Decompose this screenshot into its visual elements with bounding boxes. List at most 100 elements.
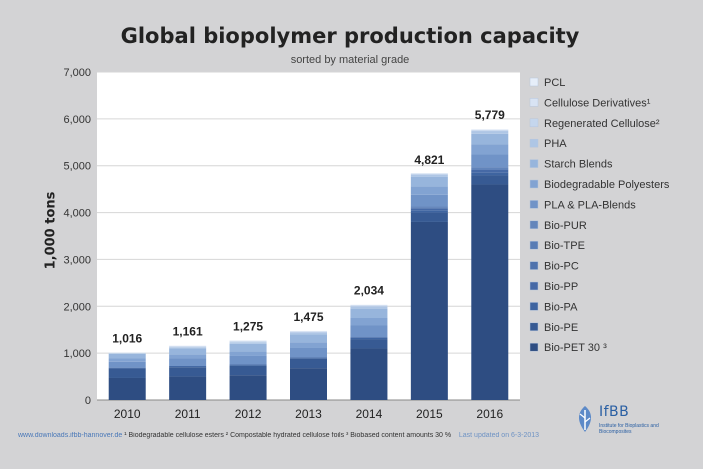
ifbb-logo: IfBB Institute for Bioplastics and Bioco…	[572, 402, 692, 438]
legend-item: PCL	[544, 77, 565, 89]
bar-segment	[290, 342, 327, 348]
bar-segment	[108, 368, 146, 378]
x-tick-label: 2012	[235, 407, 262, 421]
bar-segment	[471, 184, 509, 400]
x-tick-label: 2011	[175, 407, 201, 421]
bar-segment	[350, 308, 388, 318]
bar-segment	[229, 364, 267, 366]
legend-item: Cellulose Derivatives¹	[544, 97, 651, 109]
legend-swatch	[529, 281, 539, 291]
bar-segment	[471, 172, 509, 176]
bar-segment	[290, 357, 327, 359]
legend-item: PHA	[544, 138, 567, 150]
bar-segment	[350, 318, 388, 326]
bar-segment	[169, 366, 207, 368]
bar-segment	[471, 130, 509, 132]
bar-segment	[410, 174, 448, 177]
legend-swatch	[529, 200, 539, 209]
legend-swatch	[529, 322, 539, 332]
legend-swatch	[529, 118, 539, 128]
legend-swatch	[529, 179, 539, 189]
bar-segment	[471, 167, 509, 169]
logo-subtitle: Institute for Bioplastics and Biocomposi…	[599, 423, 659, 435]
bar-segment	[471, 144, 509, 155]
bar-segment	[229, 351, 267, 356]
bar-segment	[108, 353, 146, 359]
bar-segment	[229, 343, 267, 352]
y-tick-label: 0	[85, 395, 91, 407]
legend-item: Bio-PE	[544, 322, 578, 334]
legend-swatch	[529, 302, 539, 311]
leaf-icon	[578, 406, 592, 432]
legend-item: Bio-PA	[544, 301, 578, 313]
bar-segment	[410, 210, 448, 213]
legend-swatch	[529, 98, 539, 107]
bar-segment	[108, 377, 146, 400]
bar-segment	[350, 337, 388, 340]
bar-segment	[410, 207, 448, 209]
legend: PCL Cellulose Derivatives¹ Regenerated Cel…	[529, 77, 670, 354]
y-tick-label: 6,000	[63, 114, 91, 126]
legend-swatch	[529, 159, 539, 168]
last-updated: Last updated on 6-3-2013	[458, 432, 540, 439]
bar-segment	[108, 358, 146, 362]
y-tick-label: 4,000	[63, 208, 91, 220]
total-label: 5,779	[475, 108, 505, 122]
x-tick-label: 2014	[356, 407, 383, 421]
bar-segment	[290, 347, 327, 358]
legend-swatch	[529, 261, 539, 270]
bar-segment	[471, 131, 509, 134]
bar-segment	[350, 339, 388, 349]
legend-item: Starch Blends	[544, 159, 613, 171]
bar-segment	[290, 358, 327, 369]
bar-segment	[229, 341, 267, 343]
total-label: 1,016	[112, 331, 142, 345]
bar-segment	[229, 375, 267, 400]
bar-segment	[471, 175, 509, 185]
x-tick-label: 2015	[416, 407, 443, 421]
legend-swatch	[529, 77, 539, 87]
y-tick-label: 1,000	[63, 348, 91, 360]
bar-total-labels: 1,016 1,161 1,275 1,475 2,034 4,821 5,779	[112, 108, 505, 345]
bar-segment	[169, 376, 207, 400]
bar-segment	[410, 173, 448, 175]
total-label: 1,475	[293, 310, 323, 324]
bar-segment	[169, 346, 207, 348]
y-tick-labels: 0 1,000 2,000 3,000 4,000 5,000 6,000 7,000	[63, 67, 91, 407]
bar-segment	[169, 348, 207, 355]
footer-footnotes: ¹ Biodegradable cellulose esters ² Compo…	[122, 432, 452, 439]
legend-swatch	[529, 342, 539, 352]
total-label: 1,161	[173, 325, 203, 339]
bar-segment	[471, 169, 509, 173]
bar-segment	[169, 354, 207, 359]
x-tick-labels: 2010 2011 2012 2013 2014 2015 2016	[114, 407, 504, 421]
legend-item: PLA & PLA-Blends	[544, 199, 636, 211]
legend-swatch	[529, 220, 539, 230]
total-label: 1,275	[233, 319, 263, 333]
legend-item: Bio-PP	[544, 281, 578, 293]
bar-segment	[290, 331, 327, 333]
bar-segment	[290, 332, 327, 335]
legend-item: Biodegradable Polyesters	[544, 179, 670, 191]
bar-segment	[410, 186, 448, 195]
bar-segment	[410, 208, 448, 211]
legend-swatch	[529, 240, 539, 250]
bar-segment	[350, 348, 388, 400]
chart-subtitle: sorted by material grade	[290, 54, 410, 66]
total-label: 4,821	[414, 153, 444, 167]
legend-item: Bio-PET 30 ³	[544, 342, 607, 354]
legend-item: Bio-PC	[544, 261, 579, 273]
x-tick-label: 2010	[114, 407, 141, 421]
bar-segment	[229, 355, 267, 365]
bar-segment	[290, 368, 327, 400]
bar-segment	[169, 358, 207, 367]
bar-segment	[290, 334, 327, 343]
footer-link[interactable]: www.downloads.ifbb-hannover.de	[18, 432, 123, 439]
bar-segment	[108, 367, 146, 369]
logo-name: IfBB	[599, 404, 630, 420]
bar-segment	[350, 305, 388, 307]
y-tick-label: 7,000	[63, 67, 91, 79]
bar-segment	[471, 168, 509, 170]
bar-segment	[229, 342, 267, 344]
